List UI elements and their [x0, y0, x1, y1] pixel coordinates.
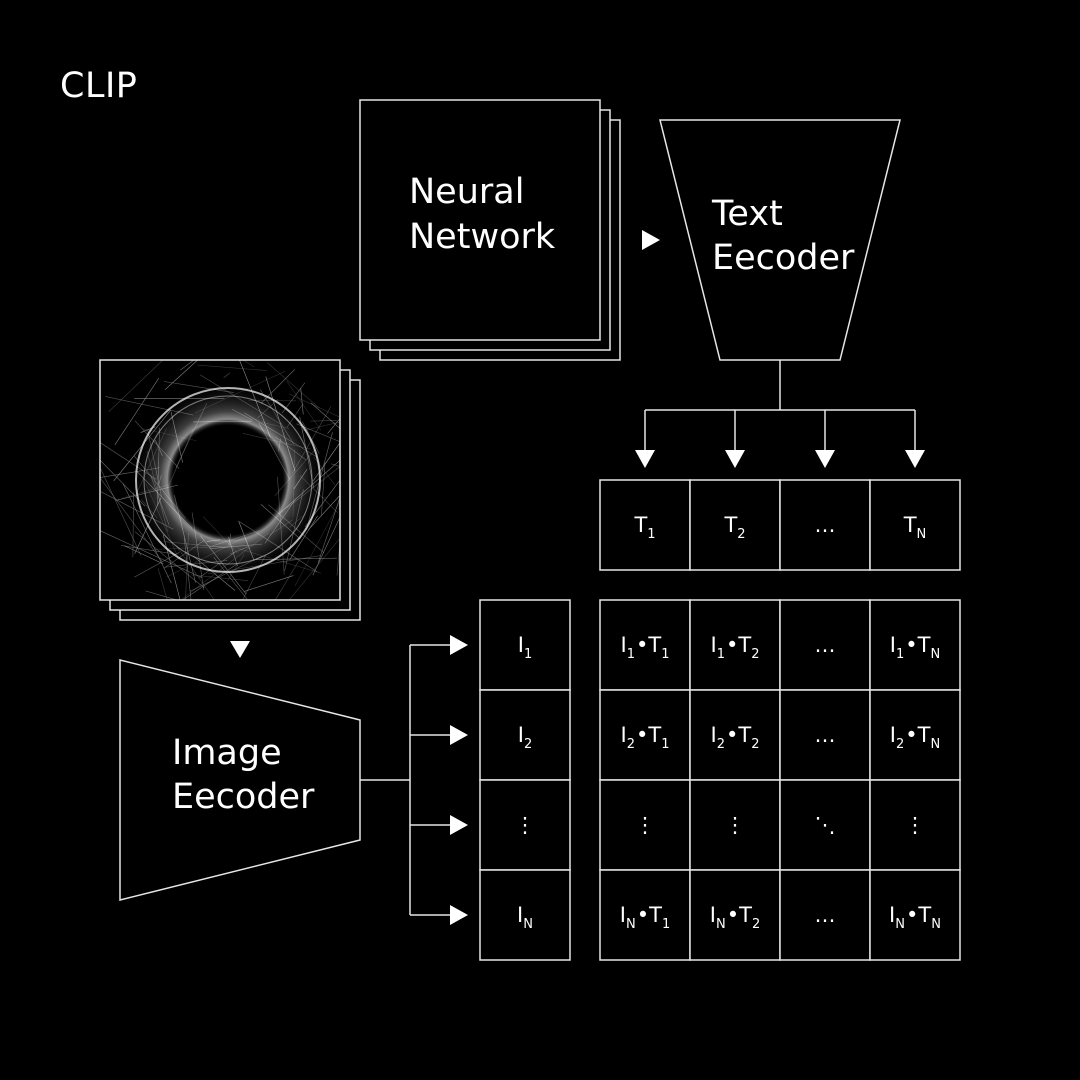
text-feature-label: TN​	[903, 513, 927, 542]
text-arrows	[635, 450, 925, 468]
matrix-cell	[779, 779, 871, 871]
image-feature-cell	[479, 689, 571, 781]
matrix-cell-label: ⋱	[815, 813, 836, 837]
image-encoder-shape	[119, 659, 361, 901]
matrix-cell	[689, 869, 781, 961]
arrow-down-icon	[725, 450, 745, 468]
image-encoder-label-line2: Eecoder	[172, 777, 315, 817]
neural-network-block	[359, 99, 621, 361]
diagram-title: CLIP	[60, 66, 138, 106]
text-feature-cell	[779, 479, 871, 571]
arrow-image-to-encoder-icon	[230, 641, 250, 658]
matrix-cell	[599, 779, 691, 871]
matrix-cell-label: I2​•TN​	[890, 723, 940, 752]
matrix-cell	[599, 689, 691, 781]
neural-network-label-line1: Neural	[409, 172, 524, 212]
image-stack	[99, 359, 361, 621]
matrix-cell	[689, 599, 781, 691]
matrix-cell	[779, 869, 871, 961]
matrix-cell-label: I1​•T1​	[621, 633, 670, 662]
image-encoder-connectors	[360, 644, 452, 916]
arrow-right-icon	[450, 635, 468, 655]
arrow-down-icon	[905, 450, 925, 468]
image-feature-cell	[479, 869, 571, 961]
image-feature-label: I2​	[518, 723, 532, 752]
abstract-sphere-image	[100, 360, 340, 600]
image-arrows	[450, 635, 468, 925]
similarity-matrix: I1​•T1​ I1​•T2​ … I1​•TN​ I2​•T1​ I2​•T2​ … I2​…	[599, 599, 961, 961]
matrix-cell	[689, 689, 781, 781]
matrix-cell	[869, 599, 961, 691]
arrow-down-icon	[635, 450, 655, 468]
image-feature-label: ⋮	[515, 813, 536, 837]
arrow-nn-to-text-encoder-icon	[642, 230, 660, 250]
arrow-down-icon	[815, 450, 835, 468]
matrix-cell-label: I1​•TN​	[890, 633, 940, 662]
neural-network-label-line2: Network	[409, 217, 556, 257]
image-encoder-label-line1: Image	[172, 733, 282, 773]
image-feature-label: I1​	[518, 633, 532, 662]
matrix-cell-label: I1​•T2​	[711, 633, 760, 662]
text-feature-label: …	[815, 513, 836, 537]
matrix-cell	[869, 689, 961, 781]
matrix-cell-label: IN​•TN​	[889, 903, 941, 932]
text-feature-label: T1​	[633, 513, 655, 542]
text-encoder-label-line1: Text	[711, 194, 783, 234]
text-encoder-shape	[659, 119, 901, 361]
matrix-cell-label: IN​•T1​	[620, 903, 670, 932]
matrix-cell	[599, 869, 691, 961]
matrix-cell	[779, 599, 871, 691]
matrix-cell-label: I2​•T1​	[621, 723, 670, 752]
text-encoder-connectors	[644, 360, 916, 452]
matrix-cell-label: …	[815, 633, 836, 657]
matrix-cell	[869, 869, 961, 961]
image-feature-column: I1​ I2​ ⋮ IN​	[479, 599, 571, 961]
text-feature-row: T1​ T2​ … TN​	[599, 479, 961, 571]
arrow-right-icon	[450, 725, 468, 745]
matrix-cell-label: ⋮	[905, 813, 926, 837]
text-encoder-label-line2: Eecoder	[712, 238, 855, 278]
image-feature-label: IN​	[517, 903, 533, 932]
matrix-cell-label: IN​•T2​	[710, 903, 760, 932]
matrix-cell-label: …	[815, 903, 836, 927]
text-feature-cell	[599, 479, 691, 571]
matrix-cell-label: …	[815, 723, 836, 747]
matrix-cell-label: I2​•T2​	[711, 723, 760, 752]
matrix-cell-label: ⋮	[635, 813, 656, 837]
text-feature-label: T2​	[723, 513, 745, 542]
image-feature-cell	[479, 599, 571, 691]
arrow-right-icon	[450, 905, 468, 925]
text-feature-cell	[869, 479, 961, 571]
arrow-right-icon	[450, 815, 468, 835]
matrix-cell-label: ⋮	[725, 813, 746, 837]
matrix-cell	[689, 779, 781, 871]
image-feature-cell	[479, 779, 571, 871]
